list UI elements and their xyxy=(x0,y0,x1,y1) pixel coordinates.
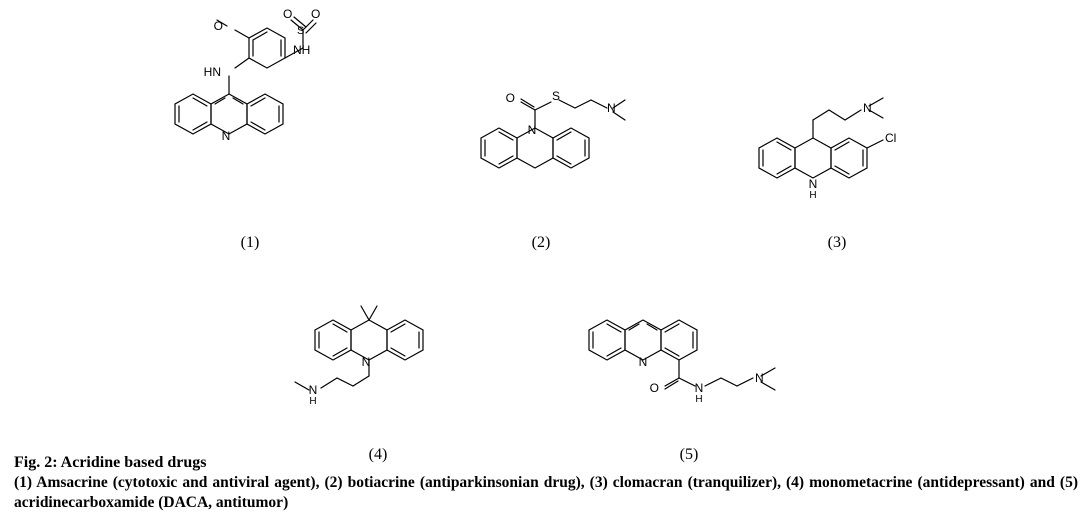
svg-text:S: S xyxy=(552,89,560,103)
svg-text:O: O xyxy=(283,8,292,21)
caption-title: Fig. 2: Acridine based drugs xyxy=(14,453,1078,473)
svg-text:N: N xyxy=(309,383,318,397)
structure-1-label: (1) xyxy=(241,234,260,252)
structure-1: O S O NH O HN N (1) xyxy=(135,8,365,252)
svg-text:Cl: Cl xyxy=(885,131,896,145)
structure-3-svg: Cl N N H xyxy=(717,48,957,228)
structure-3-label: (3) xyxy=(828,234,847,252)
svg-text:O: O xyxy=(506,91,515,105)
structure-3: Cl N N H (3) xyxy=(717,48,957,252)
structure-2-label: (2) xyxy=(532,234,551,252)
svg-text:N: N xyxy=(695,381,704,395)
svg-text:H: H xyxy=(809,190,816,201)
structure-2: N O S N (2) xyxy=(421,58,661,252)
svg-text:O: O xyxy=(214,19,223,33)
caption-body: (1) Amsacrine (cytotoxic and antiviral a… xyxy=(14,473,1078,513)
svg-text:N: N xyxy=(809,177,818,191)
svg-text:N: N xyxy=(639,355,648,369)
svg-text:N: N xyxy=(222,129,231,143)
svg-text:O: O xyxy=(650,381,659,395)
svg-text:N: N xyxy=(607,101,616,115)
structure-5: N O N H N (5) xyxy=(549,270,829,464)
svg-text:O: O xyxy=(311,8,320,21)
svg-text:N: N xyxy=(755,371,764,385)
structure-1-svg: O S O NH O HN N xyxy=(135,8,365,228)
structures-row-top: O S O NH O HN N (1) xyxy=(0,0,1092,252)
svg-text:S: S xyxy=(297,25,304,37)
structure-4: N N H (4) xyxy=(263,270,493,464)
svg-text:H: H xyxy=(695,394,702,405)
svg-text:N: N xyxy=(863,101,872,115)
figure-page: O S O NH O HN N (1) xyxy=(0,0,1092,527)
svg-text:NH: NH xyxy=(293,43,310,57)
structures-row-bottom: N N H (4) xyxy=(0,252,1092,464)
svg-text:N: N xyxy=(362,355,371,369)
svg-text:N: N xyxy=(528,123,537,137)
svg-text:H: H xyxy=(309,396,316,407)
structure-4-svg: N N H xyxy=(263,270,493,440)
structure-5-svg: N O N H N xyxy=(549,270,829,440)
figure-caption: Fig. 2: Acridine based drugs (1) Amsacri… xyxy=(14,453,1078,513)
svg-text:HN: HN xyxy=(204,65,221,79)
structure-2-svg: N O S N xyxy=(421,58,661,228)
